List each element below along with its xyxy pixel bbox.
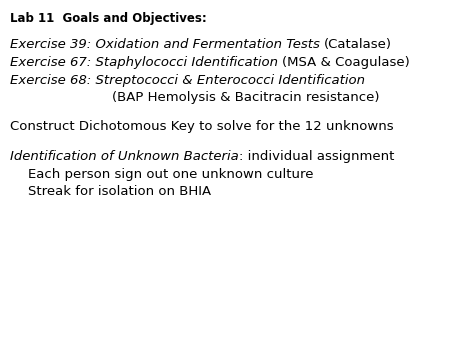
Text: Identification of Unknown Bacteria: Identification of Unknown Bacteria — [10, 150, 239, 163]
Text: Each person sign out one unknown culture: Each person sign out one unknown culture — [28, 168, 314, 181]
Text: Exercise 68: Streptococci & Enterococci Identification: Exercise 68: Streptococci & Enterococci … — [10, 74, 365, 87]
Text: (MSA & Coagulase): (MSA & Coagulase) — [282, 56, 410, 69]
Text: Streak for isolation on BHIA: Streak for isolation on BHIA — [28, 185, 211, 198]
Text: (BAP Hemolysis & Bacitracin resistance): (BAP Hemolysis & Bacitracin resistance) — [112, 91, 379, 104]
Text: (Catalase): (Catalase) — [324, 38, 392, 51]
Text: Exercise 67: Staphylococci Identification: Exercise 67: Staphylococci Identificatio… — [10, 56, 282, 69]
Text: Construct Dichotomous Key to solve for the 12 unknowns: Construct Dichotomous Key to solve for t… — [10, 120, 394, 133]
Text: : individual assignment: : individual assignment — [239, 150, 394, 163]
Text: Lab 11  Goals and Objectives:: Lab 11 Goals and Objectives: — [10, 12, 207, 25]
Text: Exercise 39: Oxidation and Fermentation Tests: Exercise 39: Oxidation and Fermentation … — [10, 38, 324, 51]
